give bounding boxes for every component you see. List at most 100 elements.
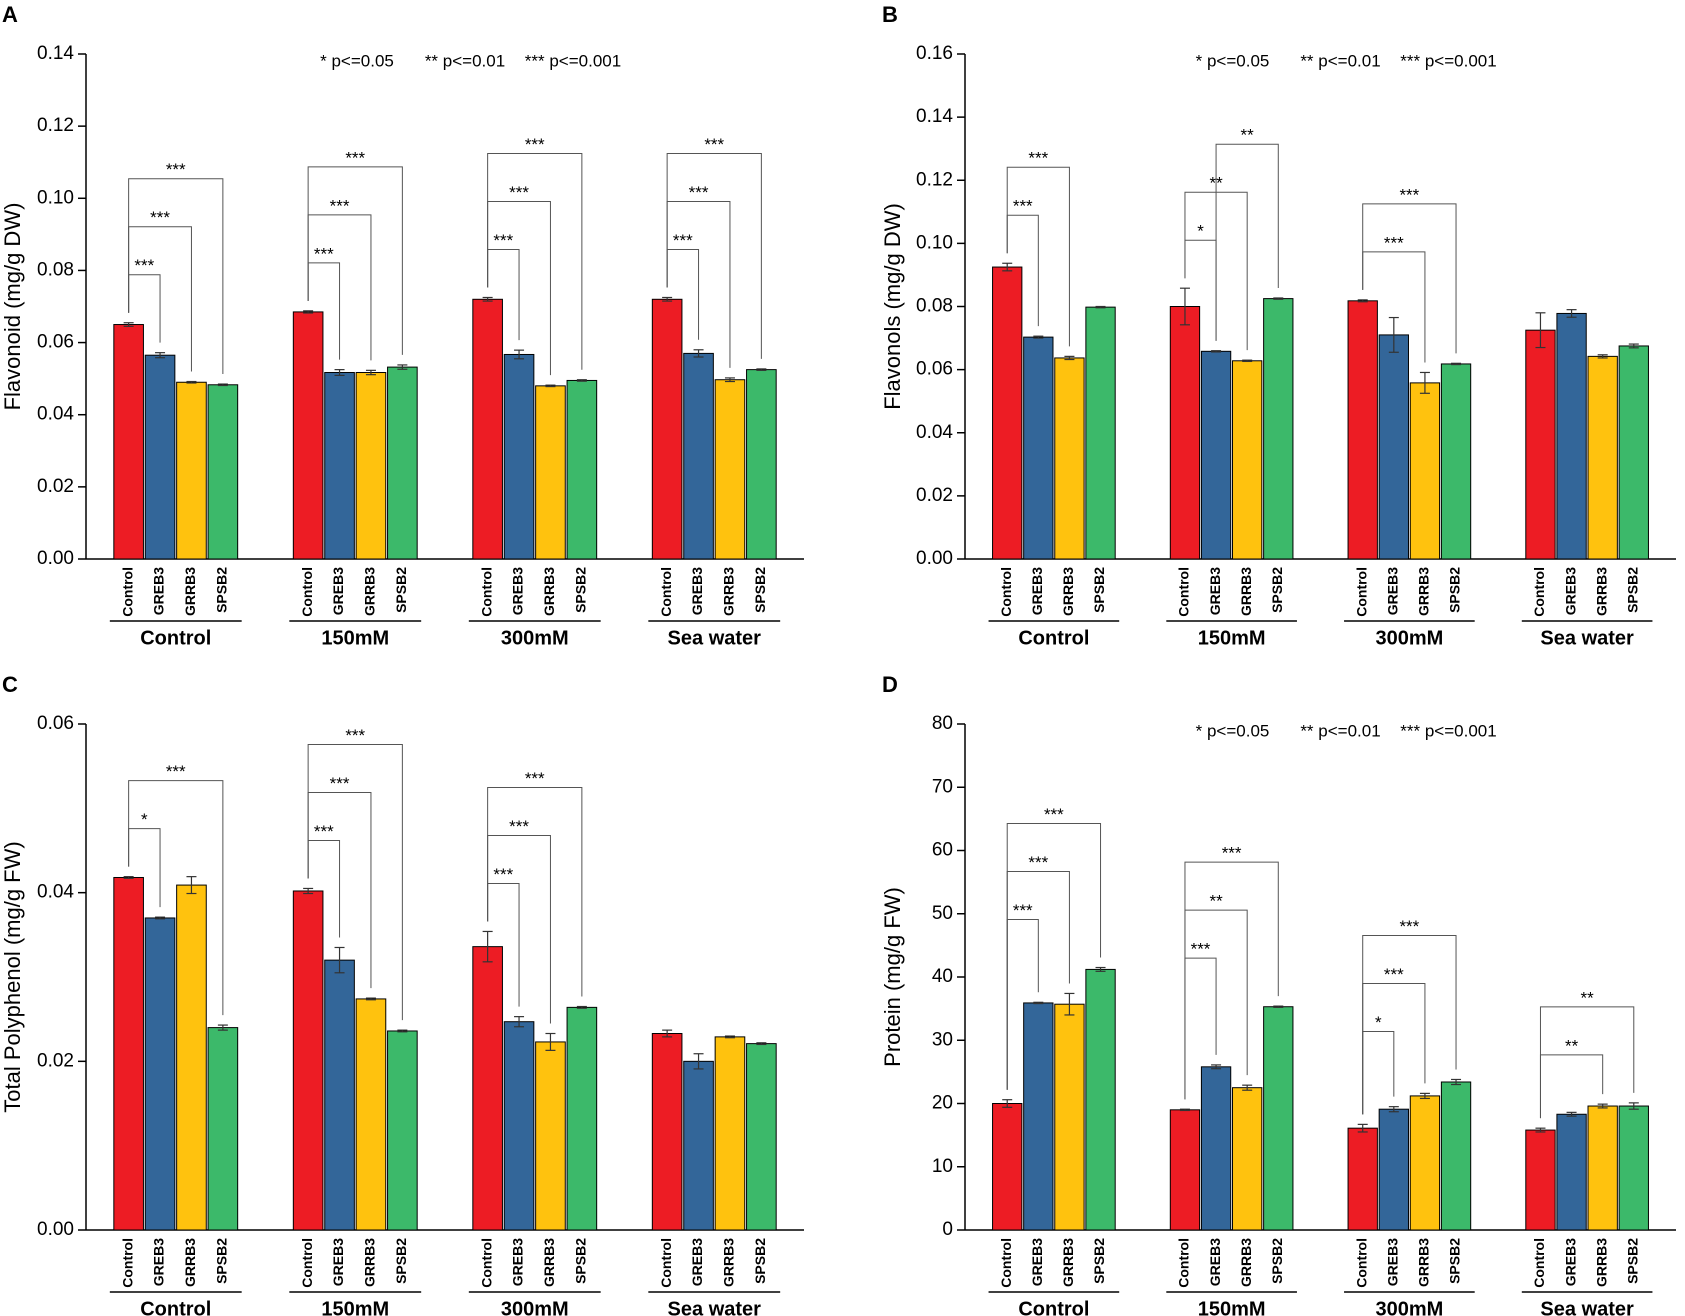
bar <box>714 1036 746 1231</box>
bar-label: GREB3 <box>510 1238 526 1286</box>
bar-label: SPSB2 <box>752 567 768 613</box>
bar-label: GRRB3 <box>1238 567 1254 616</box>
group-label: 300mM <box>1375 1298 1443 1316</box>
bar <box>1556 1113 1587 1231</box>
group-label: Control <box>140 1298 211 1316</box>
y-tick-label: 0.02 <box>37 1050 74 1071</box>
y-tick-label: 70 <box>932 776 953 797</box>
y-tick-label: 0.00 <box>37 548 74 569</box>
bar-label: Control <box>299 1238 315 1288</box>
bar-label: Control <box>478 1238 494 1288</box>
bar <box>1085 306 1116 560</box>
bar-label: SPSB2 <box>1091 567 1107 613</box>
significance-label: *** <box>166 762 186 781</box>
bar-label: SPSB2 <box>1624 567 1640 613</box>
bar <box>1232 360 1263 560</box>
significance-label: *** <box>1384 965 1404 984</box>
bar <box>1263 1006 1294 1231</box>
bar-label: GRRB3 <box>362 1238 378 1287</box>
significance-bracket <box>128 780 224 1016</box>
y-tick-label: 0.06 <box>37 332 74 353</box>
bar-label: Control <box>299 567 315 617</box>
y-tick-label: 80 <box>932 713 953 734</box>
bar-label: GRRB3 <box>182 567 198 616</box>
bar <box>503 353 535 560</box>
bar <box>355 372 387 560</box>
y-tick-label: 0.04 <box>916 422 953 443</box>
bar-label: Control <box>1531 567 1547 617</box>
group-label: 300mM <box>501 627 569 649</box>
significance-label: *** <box>1399 917 1419 936</box>
significance-bracket <box>1006 823 1102 1090</box>
significance-note: * p<=0.05 <box>320 51 394 70</box>
bar <box>292 311 324 560</box>
bar <box>1232 1087 1263 1231</box>
significance-label: ** <box>1565 1036 1579 1055</box>
bar-label: Control <box>1353 567 1369 617</box>
bar <box>535 1041 566 1231</box>
bar-label: GRRB3 <box>1060 1238 1076 1287</box>
bar <box>746 1043 777 1231</box>
bar <box>207 384 239 560</box>
bar <box>1618 345 1649 560</box>
bar <box>1440 363 1472 560</box>
bar <box>1556 312 1587 560</box>
bar <box>651 298 683 560</box>
bar-label: GREB3 <box>510 567 526 615</box>
bar-label: GREB3 <box>330 1238 346 1286</box>
bar-label: SPSB2 <box>1091 1238 1107 1284</box>
bar <box>472 946 503 1231</box>
bar <box>113 876 144 1231</box>
significance-bracket <box>307 743 403 1021</box>
significance-label: *** <box>1044 805 1064 824</box>
bar-label: GREB3 <box>689 1238 705 1286</box>
significance-label: *** <box>689 183 709 202</box>
significance-label: *** <box>525 135 545 154</box>
significance-label: *** <box>525 769 545 788</box>
bar-label: GRRB3 <box>721 567 737 616</box>
bar <box>176 884 207 1231</box>
bar <box>1023 336 1054 560</box>
bar-label: SPSB2 <box>752 1238 768 1284</box>
bar <box>1347 300 1378 560</box>
bar <box>1587 355 1618 560</box>
bar <box>1378 334 1409 560</box>
significance-bracket <box>307 166 403 355</box>
y-tick-label: 0.10 <box>37 187 74 208</box>
y-axis-label: Flavonoid (mg/g DW) <box>0 203 25 411</box>
significance-bracket <box>1006 166 1070 347</box>
y-tick-label: 0.08 <box>916 296 953 317</box>
bar-label: GREB3 <box>1385 1238 1401 1286</box>
bar <box>113 324 144 560</box>
y-tick-label: 0.00 <box>916 548 953 569</box>
bar-label: GRRB3 <box>182 1238 198 1287</box>
group-label: 150mM <box>321 1298 389 1316</box>
bar <box>472 298 503 560</box>
bar <box>566 379 598 560</box>
bar <box>324 959 355 1231</box>
significance-note: ** p<=0.01 <box>1300 51 1380 70</box>
y-tick-label: 0.14 <box>916 106 953 127</box>
significance-bracket <box>666 152 762 359</box>
y-tick-label: 0.02 <box>37 476 74 497</box>
significance-label: *** <box>134 256 154 275</box>
bar-label: GREB3 <box>151 1238 167 1286</box>
group-label: Sea water <box>668 627 762 649</box>
significance-label: *** <box>509 183 529 202</box>
significance-label: ** <box>1581 988 1595 1007</box>
bar <box>387 366 418 560</box>
panel-label: B <box>882 2 898 27</box>
bar-label: Control <box>478 567 494 617</box>
significance-label: ** <box>1241 126 1255 145</box>
bar <box>1263 298 1294 560</box>
y-tick-label: 0 <box>942 1219 953 1240</box>
group-label: Control <box>1018 1298 1089 1316</box>
significance-label: *** <box>150 208 170 227</box>
significance-label: *** <box>345 726 365 745</box>
bar-label: GREB3 <box>1562 1238 1578 1286</box>
bar <box>714 379 746 560</box>
bar-label: SPSB2 <box>214 567 230 613</box>
bar-label: Control <box>998 567 1014 617</box>
panel-label: A <box>2 2 18 27</box>
bar <box>207 1027 239 1231</box>
